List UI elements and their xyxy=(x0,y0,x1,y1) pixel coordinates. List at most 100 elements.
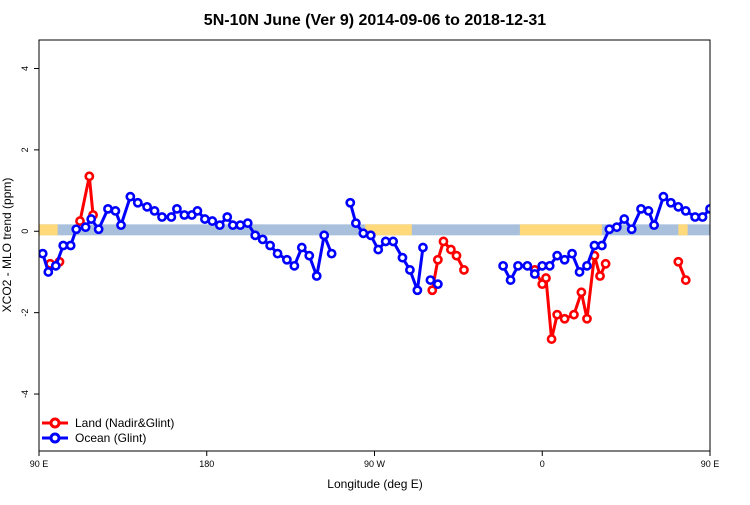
data-point xyxy=(559,313,570,324)
y-tick-label: 2 xyxy=(20,147,30,152)
data-point xyxy=(418,242,428,253)
data-point xyxy=(680,275,691,285)
data-point xyxy=(569,309,579,320)
data-point xyxy=(214,220,225,231)
x-tick-label: 90 E xyxy=(30,459,49,469)
chart-title: 5N-10N June (Ver 9) 2014-09-06 to 2018-1… xyxy=(204,12,547,29)
legend-ocean-swatch-marker xyxy=(49,432,61,444)
y-tick-label: 4 xyxy=(20,66,30,71)
series-line xyxy=(348,202,425,292)
data-point xyxy=(552,309,563,320)
data-point xyxy=(39,248,48,259)
data-point xyxy=(680,206,691,216)
data-point xyxy=(611,222,622,233)
data-point xyxy=(110,206,121,216)
data-point xyxy=(358,228,369,239)
data-point xyxy=(425,275,436,285)
data-point xyxy=(427,285,438,296)
data-point xyxy=(222,212,233,222)
y-tick-label: -2 xyxy=(20,309,30,317)
data-point xyxy=(373,244,384,255)
data-point xyxy=(166,212,177,222)
data-point xyxy=(438,236,449,247)
data-point xyxy=(380,236,391,247)
data-point xyxy=(272,248,283,259)
data-point xyxy=(388,236,399,247)
series-1 xyxy=(39,191,710,296)
data-point xyxy=(744,217,750,224)
data-point xyxy=(451,250,462,261)
data-point xyxy=(199,214,210,224)
data-point xyxy=(157,212,167,222)
data-point xyxy=(172,203,182,214)
x-axis-label: Longitude (deg E) xyxy=(327,477,422,491)
legend-ocean-label: Ocean (Glint) xyxy=(75,431,146,445)
x-tick-label: 180 xyxy=(199,459,214,469)
data-point xyxy=(559,254,570,265)
data-point xyxy=(58,240,69,251)
data-point xyxy=(432,254,443,265)
data-point xyxy=(673,256,684,267)
data-point xyxy=(93,224,104,235)
data-point xyxy=(721,258,728,265)
data-point xyxy=(643,206,654,216)
land-patch xyxy=(678,224,688,236)
data-point xyxy=(227,220,238,231)
y-axis-label: XCO2 - MLO trend (ppm) xyxy=(0,178,14,313)
data-point xyxy=(149,206,160,216)
x-tick-label: 0 xyxy=(540,459,545,469)
data-point xyxy=(179,210,190,220)
y-axis: 4 2 0 -2 -4 xyxy=(20,66,39,398)
series-layer xyxy=(39,171,750,344)
data-point xyxy=(665,197,676,208)
data-point xyxy=(350,218,361,229)
data-point xyxy=(412,285,423,296)
data-point xyxy=(326,248,337,259)
data-point xyxy=(319,230,330,241)
data-point xyxy=(86,214,97,224)
data-point xyxy=(75,216,85,226)
data-point xyxy=(289,260,300,271)
data-point xyxy=(84,171,95,182)
y-tick-label: 0 xyxy=(20,229,30,234)
data-point xyxy=(714,260,721,267)
data-point xyxy=(459,265,469,275)
data-point xyxy=(207,216,218,226)
data-point xyxy=(50,260,61,271)
data-point xyxy=(71,224,82,235)
data-point xyxy=(546,334,557,344)
x-tick-label: 90 E xyxy=(701,459,720,469)
data-point xyxy=(673,201,684,212)
x-axis: 90 E 180 90 W 0 90 E xyxy=(30,451,720,469)
data-point xyxy=(604,224,615,235)
series-line xyxy=(717,262,724,264)
data-point xyxy=(658,191,669,202)
data-point xyxy=(498,260,509,271)
data-point xyxy=(600,258,611,269)
data-point xyxy=(142,201,153,212)
data-point xyxy=(513,260,523,271)
data-point xyxy=(265,240,276,251)
data-point xyxy=(296,242,307,253)
data-point xyxy=(235,220,246,231)
data-point xyxy=(446,244,456,255)
data-point xyxy=(103,203,113,214)
background-band xyxy=(39,224,710,236)
data-point xyxy=(697,212,708,222)
data-point xyxy=(397,252,408,263)
data-point xyxy=(304,250,315,261)
data-point xyxy=(43,267,54,277)
data-point xyxy=(365,230,376,241)
data-point xyxy=(250,230,261,241)
data-point xyxy=(649,220,659,231)
x-tick-label: 90 W xyxy=(364,459,386,469)
data-point xyxy=(80,222,91,233)
data-point xyxy=(116,220,126,231)
data-point xyxy=(690,212,700,222)
data-point xyxy=(65,240,76,251)
data-point xyxy=(596,240,607,251)
data-point xyxy=(192,206,203,216)
data-point xyxy=(432,279,443,290)
